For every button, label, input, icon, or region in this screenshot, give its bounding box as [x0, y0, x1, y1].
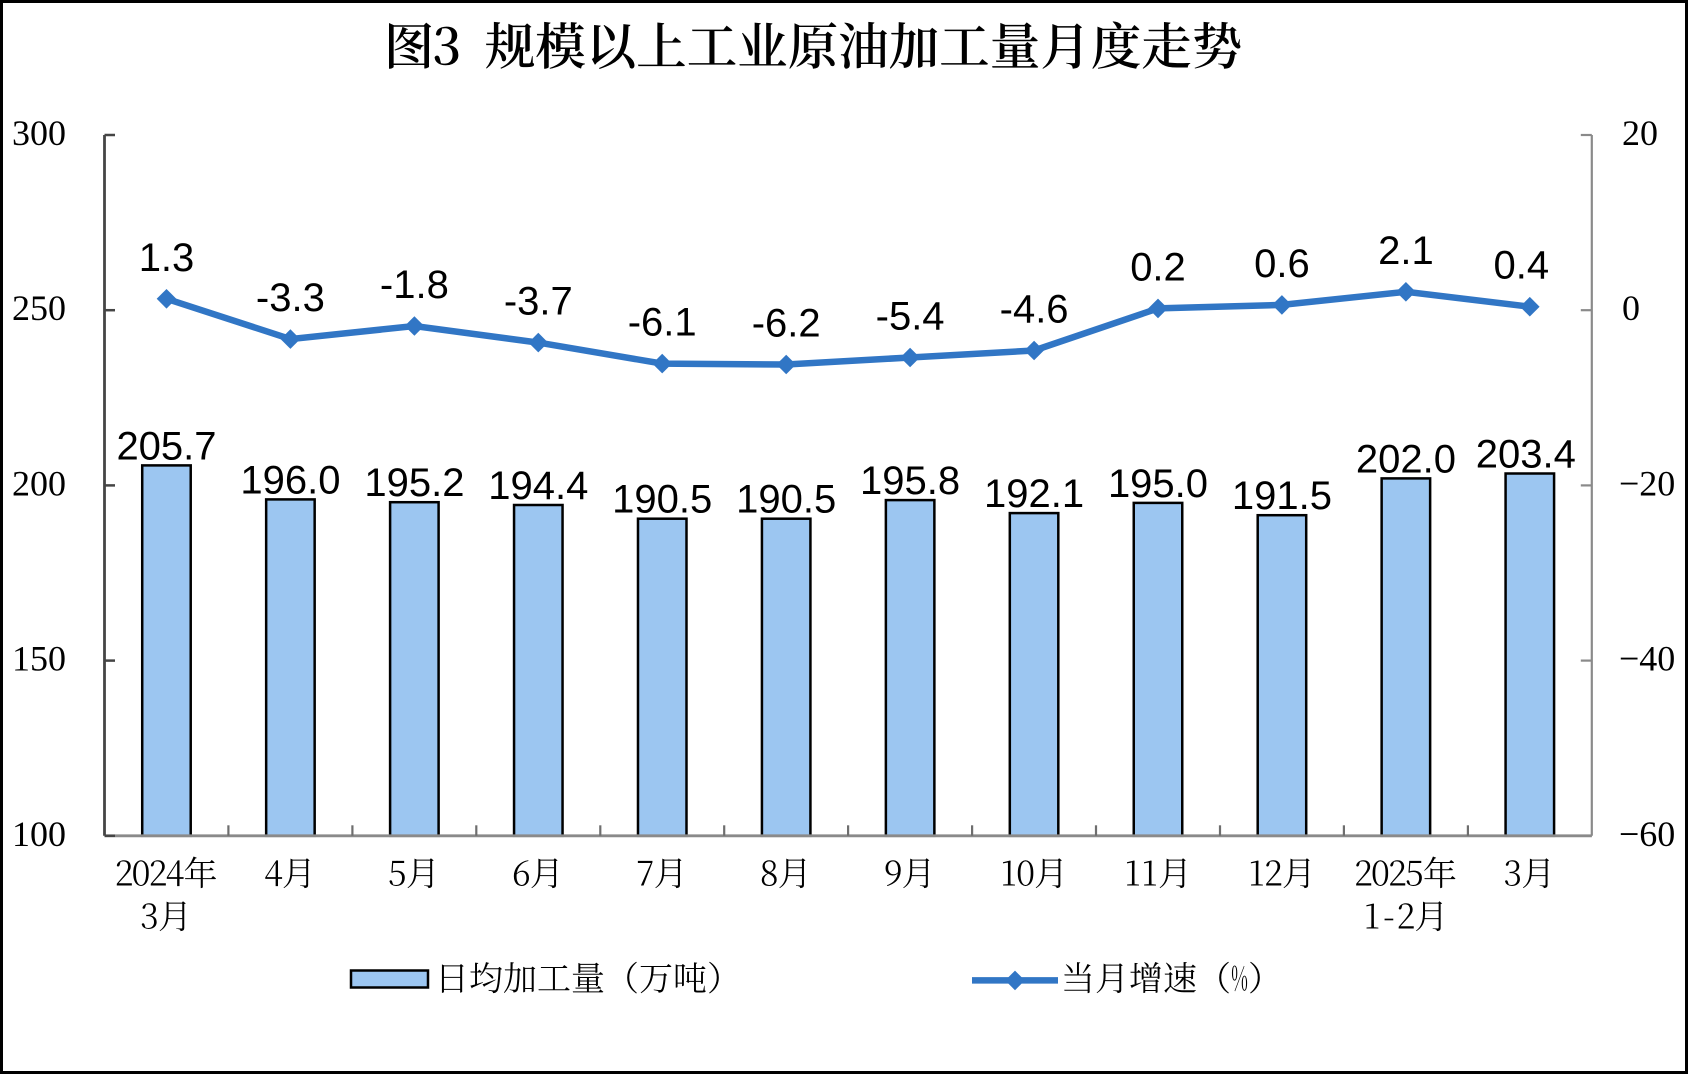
svg-text:300: 300: [12, 113, 66, 153]
svg-text:100: 100: [12, 814, 66, 854]
svg-text:-4.6: -4.6: [1000, 288, 1069, 332]
svg-text:−20: −20: [1619, 463, 1675, 503]
svg-text:202.0: 202.0: [1356, 437, 1456, 481]
svg-text:205.7: 205.7: [116, 424, 216, 468]
svg-text:190.5: 190.5: [736, 478, 836, 522]
svg-text:196.0: 196.0: [240, 458, 340, 502]
svg-text:20: 20: [1622, 113, 1658, 153]
svg-text:191.5: 191.5: [1232, 474, 1332, 518]
svg-text:195.2: 195.2: [364, 461, 464, 505]
svg-text:-5.4: -5.4: [876, 295, 945, 339]
svg-text:200: 200: [12, 463, 66, 503]
svg-text:-1.8: -1.8: [380, 263, 449, 307]
svg-text:150: 150: [12, 639, 66, 679]
svg-text:-6.2: -6.2: [752, 302, 821, 346]
svg-text:192.1: 192.1: [984, 472, 1084, 516]
svg-text:-6.1: -6.1: [628, 301, 697, 345]
svg-text:-3.7: -3.7: [504, 280, 573, 324]
svg-text:195.8: 195.8: [860, 459, 960, 503]
svg-text:−60: −60: [1619, 814, 1675, 854]
svg-text:0: 0: [1622, 288, 1640, 328]
svg-text:203.4: 203.4: [1476, 433, 1576, 477]
svg-text:0.4: 0.4: [1493, 244, 1549, 288]
svg-text:250: 250: [12, 288, 66, 328]
svg-text:195.0: 195.0: [1108, 462, 1208, 506]
svg-text:2.1: 2.1: [1378, 229, 1434, 273]
svg-text:0.2: 0.2: [1130, 245, 1186, 289]
svg-text:1.3: 1.3: [139, 236, 195, 280]
svg-text:190.5: 190.5: [612, 478, 712, 522]
svg-text:194.4: 194.4: [488, 464, 588, 508]
svg-text:−40: −40: [1619, 639, 1675, 679]
svg-text:-3.3: -3.3: [256, 276, 325, 320]
svg-text:0.6: 0.6: [1254, 242, 1310, 286]
